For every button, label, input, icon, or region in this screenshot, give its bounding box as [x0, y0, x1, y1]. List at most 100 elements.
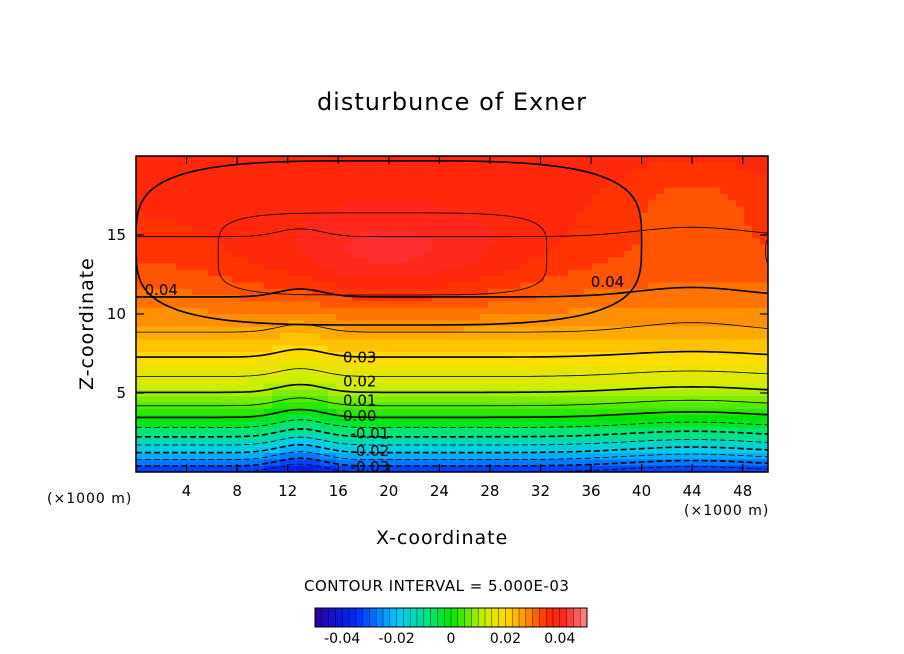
field-cell: [760, 156, 768, 163]
field-cell: [520, 408, 529, 416]
field-cell: [328, 295, 337, 302]
field-cell: [480, 276, 489, 283]
field-cell: [496, 383, 505, 391]
field-cell: [336, 238, 345, 246]
field-cell: [432, 276, 441, 283]
field-cell: [544, 244, 553, 252]
field-cell: [264, 238, 273, 246]
field-cell: [424, 421, 433, 429]
field-cell: [616, 200, 625, 208]
field-cell: [592, 282, 601, 290]
field-cell: [520, 383, 529, 391]
field-cell: [264, 301, 273, 309]
field-cell: [160, 314, 169, 321]
colorbar-tick-label: -0.04: [324, 631, 360, 647]
field-cell: [664, 162, 673, 170]
field-cell: [240, 402, 249, 410]
field-cell: [576, 250, 585, 258]
field-cell: [480, 383, 489, 391]
field-cell: [200, 219, 209, 227]
field-cell: [472, 231, 481, 239]
field-cell: [584, 408, 593, 416]
field-cell: [232, 326, 241, 334]
field-cell: [352, 314, 361, 321]
field-cell: [464, 156, 473, 163]
field-cell: [744, 314, 753, 321]
field-cell: [704, 162, 713, 170]
field-cell: [624, 276, 633, 283]
field-cell: [384, 288, 393, 296]
field-cell: [472, 351, 481, 359]
field-cell: [632, 351, 641, 359]
field-cell: [288, 459, 297, 467]
field-cell: [560, 408, 569, 416]
field-cell: [648, 174, 657, 182]
field-cell: [144, 345, 153, 353]
field-cell: [552, 434, 561, 441]
field-cell: [504, 231, 513, 239]
field-cell: [376, 263, 385, 271]
field-cell: [184, 314, 193, 321]
field-cell: [176, 168, 185, 176]
field-cell: [496, 181, 505, 189]
field-cell: [216, 314, 225, 321]
field-cell: [264, 181, 273, 189]
field-cell: [232, 269, 241, 277]
field-cell: [200, 269, 209, 277]
field-cell: [664, 332, 673, 340]
field-cell: [600, 231, 609, 239]
field-cell: [728, 238, 737, 246]
field-cell: [280, 276, 289, 283]
field-cell: [136, 314, 145, 321]
field-cell: [688, 453, 697, 460]
field-cell: [536, 250, 545, 258]
field-cell: [688, 358, 697, 366]
field-cell: [448, 225, 457, 233]
field-cell: [176, 351, 185, 359]
field-cell: [400, 383, 409, 391]
field-cell: [688, 219, 697, 227]
field-cell: [568, 231, 577, 239]
field-cell: [312, 339, 321, 347]
field-cell: [424, 440, 433, 448]
field-cell: [528, 421, 537, 429]
field-cell: [184, 434, 193, 441]
field-cell: [144, 459, 153, 467]
field-cell: [464, 440, 473, 448]
field-cell: [472, 421, 481, 429]
field-cell: [240, 225, 249, 233]
field-cell: [328, 370, 337, 378]
field-cell: [152, 307, 161, 315]
field-cell: [464, 244, 473, 252]
field-cell: [256, 332, 265, 340]
field-cell: [528, 389, 537, 397]
field-cell: [176, 377, 185, 385]
field-cell: [272, 364, 281, 372]
field-cell: [144, 320, 153, 328]
field-cell: [672, 212, 681, 220]
field-cell: [368, 332, 377, 340]
field-cell: [392, 459, 401, 467]
field-cell: [664, 282, 673, 290]
field-cell: [416, 389, 425, 397]
field-cell: [680, 459, 689, 467]
field-cell: [408, 421, 417, 429]
field-cell: [240, 314, 249, 321]
field-cell: [640, 200, 649, 208]
field-cell: [560, 200, 569, 208]
field-cell: [544, 269, 553, 277]
field-cell: [280, 288, 289, 296]
field-cell: [568, 465, 577, 472]
field-cell: [144, 377, 153, 385]
field-cell: [648, 415, 657, 423]
field-cell: [632, 187, 641, 195]
field-cell: [536, 276, 545, 283]
field-cell: [144, 453, 153, 460]
field-cell: [360, 351, 369, 359]
field-cell: [392, 257, 401, 265]
field-cell: [320, 383, 329, 391]
field-cell: [704, 440, 713, 448]
field-cell: [656, 187, 665, 195]
field-cell: [408, 301, 417, 309]
field-cell: [664, 181, 673, 189]
